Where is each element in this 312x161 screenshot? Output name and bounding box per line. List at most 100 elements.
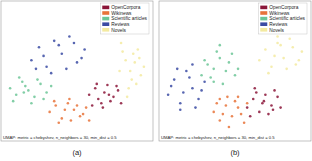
- point: [209, 76, 212, 79]
- point: [237, 68, 240, 71]
- point: [68, 35, 71, 38]
- point: [137, 48, 140, 51]
- legend-label: Scientific articles: [111, 16, 147, 21]
- legend-swatch: [102, 17, 109, 21]
- point: [282, 57, 285, 60]
- point: [133, 61, 136, 64]
- point: [27, 89, 30, 92]
- annotation: UMAP: metric = chebyshev, n_neighbors = …: [3, 135, 117, 140]
- legend-swatch: [102, 6, 109, 10]
- point: [258, 111, 261, 114]
- points: [9, 35, 145, 124]
- point: [200, 89, 203, 92]
- point: [53, 100, 56, 103]
- legend-label: Novels: [269, 28, 284, 33]
- point: [253, 87, 256, 90]
- point: [261, 102, 264, 105]
- point: [83, 48, 86, 51]
- point: [228, 126, 231, 129]
- point: [45, 65, 48, 68]
- point: [73, 42, 76, 45]
- point: [246, 106, 249, 109]
- point: [97, 98, 100, 101]
- point: [24, 85, 27, 88]
- point: [143, 65, 146, 68]
- point: [112, 96, 115, 99]
- legend: OpenCorporaWikinewsScientific articlesRe…: [100, 3, 149, 34]
- point: [246, 102, 249, 105]
- point: [225, 104, 228, 107]
- legend-label: OpenCorpora: [269, 5, 298, 10]
- point: [45, 91, 48, 94]
- point: [222, 83, 225, 86]
- point: [130, 78, 133, 81]
- point: [57, 44, 60, 47]
- point: [48, 111, 51, 114]
- point: [85, 106, 88, 109]
- point: [42, 55, 45, 58]
- point: [68, 98, 71, 101]
- point: [39, 83, 42, 86]
- point: [120, 102, 123, 105]
- point: [76, 104, 79, 107]
- point: [91, 104, 94, 107]
- point: [127, 87, 130, 90]
- point: [176, 68, 179, 71]
- legend-swatch: [260, 11, 267, 15]
- point: [301, 50, 304, 53]
- point: [121, 50, 124, 53]
- plot-frame: [1, 1, 153, 141]
- point: [73, 108, 76, 111]
- legend-swatch: [260, 22, 267, 26]
- point: [132, 52, 135, 55]
- point: [219, 98, 222, 101]
- point: [273, 55, 276, 58]
- point: [219, 119, 222, 122]
- plot-frame: [159, 1, 311, 141]
- point: [182, 91, 185, 94]
- point: [21, 80, 24, 83]
- point: [194, 106, 197, 109]
- point: [212, 68, 215, 71]
- point: [191, 63, 194, 66]
- point: [234, 100, 237, 103]
- point: [140, 74, 143, 77]
- point: [70, 119, 73, 122]
- point: [288, 37, 291, 40]
- point: [203, 59, 206, 62]
- point: [264, 48, 267, 51]
- point: [65, 68, 68, 71]
- point: [173, 78, 176, 81]
- point: [88, 93, 91, 96]
- point: [23, 91, 26, 94]
- point: [117, 89, 120, 92]
- points: [167, 35, 303, 128]
- point: [231, 115, 234, 118]
- point: [138, 57, 141, 60]
- legend-label: Novels: [111, 28, 126, 33]
- point: [79, 115, 82, 118]
- point: [237, 106, 240, 109]
- point: [179, 108, 182, 111]
- point: [30, 59, 33, 62]
- point: [295, 63, 298, 66]
- legend-swatch: [260, 17, 267, 21]
- point: [88, 119, 91, 122]
- point: [273, 89, 276, 92]
- point: [118, 70, 121, 73]
- point: [200, 74, 203, 77]
- point: [222, 113, 225, 116]
- point: [258, 59, 261, 62]
- point: [191, 87, 194, 90]
- point: [67, 102, 70, 105]
- point: [102, 106, 105, 109]
- point: [57, 121, 60, 124]
- point: [126, 96, 129, 99]
- point: [255, 91, 258, 94]
- legend-label: Wikinews: [111, 11, 132, 16]
- legend-frame: [258, 3, 307, 34]
- point: [12, 100, 15, 103]
- point: [64, 108, 67, 111]
- point: [94, 87, 97, 90]
- point: [291, 46, 294, 49]
